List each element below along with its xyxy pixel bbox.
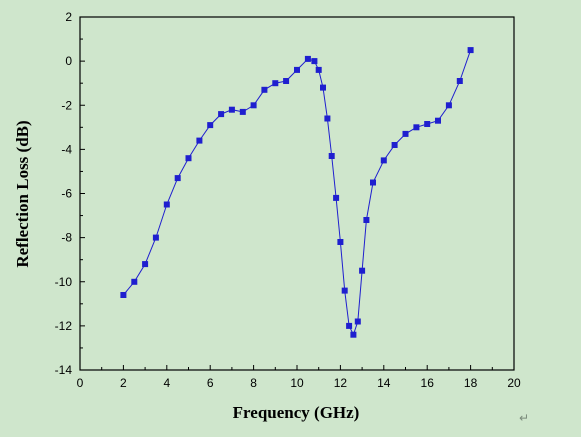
plot-area <box>79 16 515 371</box>
data-point <box>228 106 235 113</box>
data-point <box>131 278 138 285</box>
data-point <box>456 78 463 84</box>
x-tick-label: 10 <box>290 376 304 390</box>
data-point <box>363 217 370 223</box>
data-point <box>370 179 376 186</box>
y-tick-label: -2 <box>61 98 72 112</box>
data-point <box>196 137 203 144</box>
data-point <box>333 194 340 201</box>
x-tick-label: 2 <box>120 376 127 390</box>
y-axis-title: Reflection Loss (dB) <box>13 120 32 267</box>
data-point <box>311 58 318 65</box>
data-point <box>250 102 257 109</box>
data-point <box>315 66 322 73</box>
data-point <box>354 318 361 325</box>
data-point <box>174 175 181 182</box>
data-point <box>294 66 300 73</box>
y-tick-label: -14 <box>55 363 73 377</box>
data-point <box>207 122 214 129</box>
data-point <box>337 239 344 245</box>
data-point <box>239 108 246 115</box>
data-point <box>359 267 366 274</box>
x-tick-label: 14 <box>377 376 391 390</box>
y-tick-label: -6 <box>61 187 72 201</box>
data-point <box>424 121 431 127</box>
data-point <box>272 80 279 87</box>
x-tick-label: 4 <box>163 376 170 390</box>
data-point <box>380 157 387 164</box>
return-symbol-icon: ↵ <box>519 411 530 425</box>
x-tick-label: 12 <box>334 376 348 390</box>
data-point <box>341 287 348 294</box>
y-tick-label: -4 <box>61 142 72 156</box>
data-point <box>346 322 353 329</box>
y-tick-label: 0 <box>65 54 72 68</box>
x-tick-label: 0 <box>77 376 84 390</box>
data-point <box>304 55 311 62</box>
x-axis-title: Frequency (GHz) <box>233 403 360 422</box>
data-point <box>218 111 225 118</box>
data-point <box>445 102 452 109</box>
data-point <box>467 47 474 54</box>
data-point <box>350 331 357 338</box>
x-tick-label: 16 <box>421 376 435 390</box>
x-tick-label: 20 <box>507 376 521 390</box>
y-tick-label: -12 <box>55 319 73 333</box>
data-point <box>261 86 268 93</box>
data-point <box>435 117 441 124</box>
data-point <box>142 261 149 268</box>
data-point <box>320 84 326 91</box>
data-point <box>391 142 398 148</box>
data-point <box>163 201 170 208</box>
x-tick-label: 6 <box>207 376 214 390</box>
data-point <box>402 130 409 137</box>
data-point <box>120 292 127 298</box>
data-point <box>324 115 331 122</box>
data-point <box>283 78 290 84</box>
x-tick-label: 8 <box>250 376 257 390</box>
data-point <box>413 124 420 131</box>
y-tick-label: -8 <box>61 231 72 245</box>
y-tick-label: -10 <box>55 275 73 289</box>
data-point <box>152 234 159 241</box>
data-point <box>185 155 192 162</box>
y-tick-label: 2 <box>65 10 72 24</box>
x-tick-label: 18 <box>464 376 478 390</box>
data-point <box>328 153 335 159</box>
